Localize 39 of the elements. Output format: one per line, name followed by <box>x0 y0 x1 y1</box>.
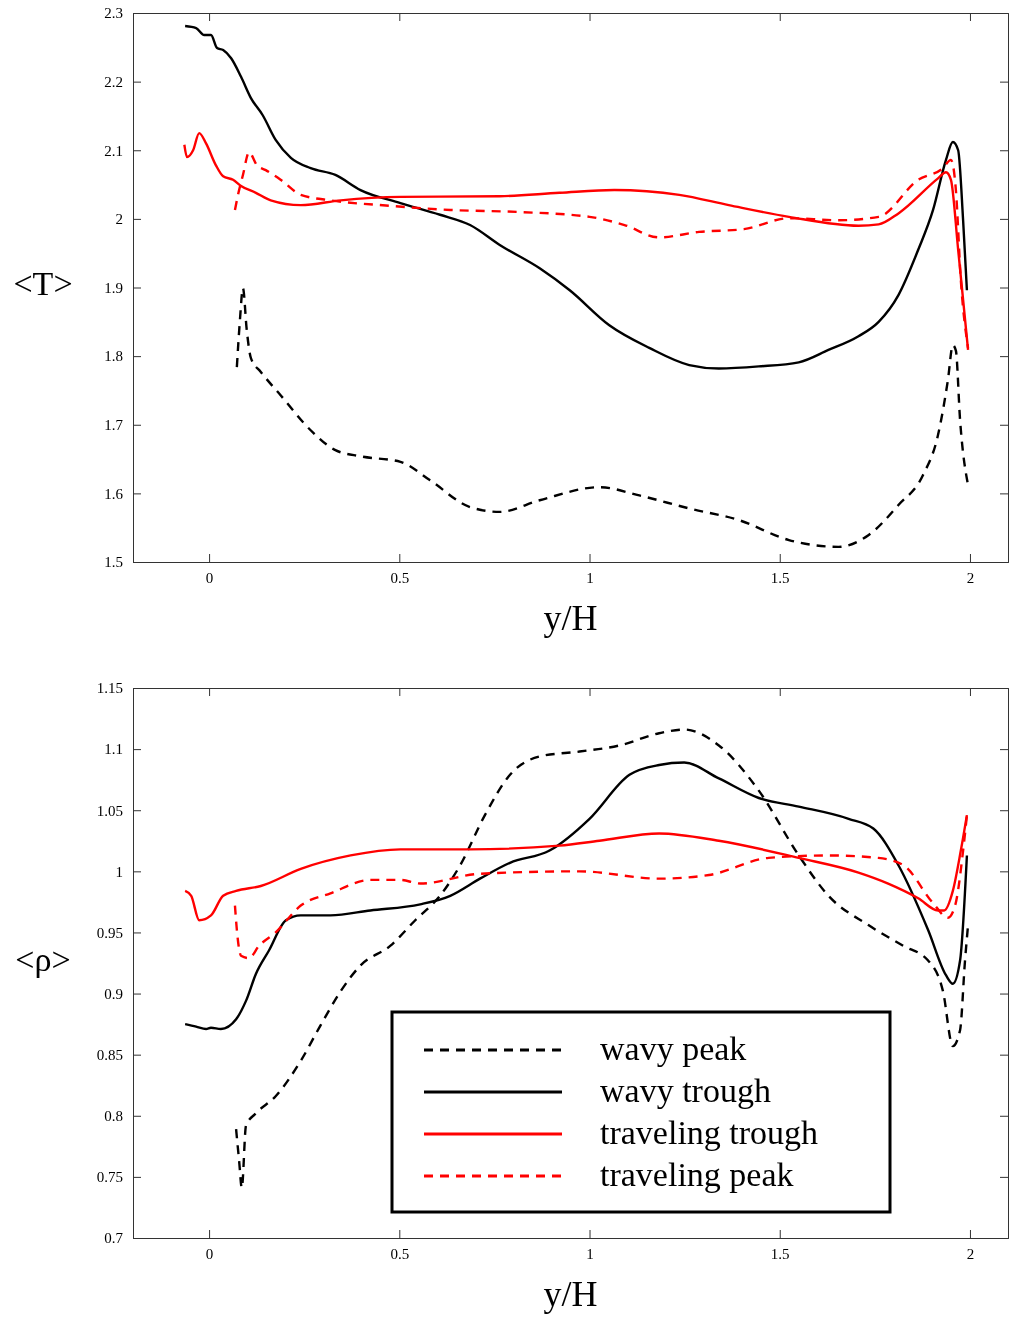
y-tick-label: 2.2 <box>104 73 123 90</box>
x-axis-title: y/H <box>543 1274 598 1314</box>
legend-label: wavy trough <box>600 1072 771 1109</box>
x-tick-label: 2 <box>966 569 975 586</box>
y-tick-label: 0.8 <box>104 1108 123 1125</box>
y-tick-label: 0.95 <box>96 924 123 941</box>
y-tick-label: 2 <box>115 211 123 228</box>
y-tick-label: 1.1 <box>104 741 123 758</box>
x-tick-label: 1 <box>586 1245 594 1262</box>
line-series <box>235 286 970 549</box>
y-tick-label: 2.1 <box>104 142 123 159</box>
y-tick-label: 1.8 <box>104 348 123 365</box>
y-tick-label: 1.5 <box>104 554 123 571</box>
legend-label: traveling trough <box>600 1114 819 1151</box>
y-tick-label: 0.75 <box>96 1169 123 1186</box>
y-tick-label: 0.9 <box>104 985 123 1002</box>
y-tick-label: 2.3 <box>104 5 123 22</box>
y-tick-label: 1 <box>115 863 123 880</box>
x-axis-title: y/H <box>543 598 598 638</box>
line-series <box>183 24 969 370</box>
x-tick-label: 2 <box>966 1245 975 1262</box>
y-axis-title: <T> <box>13 265 73 303</box>
y-tick-label: 0.85 <box>96 1046 123 1063</box>
legend-label: traveling peak <box>600 1156 794 1193</box>
x-tick-label: 0 <box>205 569 214 586</box>
y-tick-label: 1.7 <box>104 417 124 434</box>
y-tick-label: 1.6 <box>104 485 124 502</box>
y-tick-label: 0.7 <box>104 1230 124 1247</box>
y-tick-label: 1.15 <box>96 680 123 697</box>
legend-label: wavy peak <box>600 1030 747 1067</box>
x-tick-label: 1 <box>586 569 594 586</box>
x-tick-label: 0 <box>205 1245 214 1262</box>
x-tick-label: 1.5 <box>770 569 790 586</box>
y-axis-title: <ρ> <box>15 940 71 978</box>
x-tick-label: 0.5 <box>390 569 410 586</box>
x-tick-label: 0.5 <box>390 1245 410 1262</box>
y-tick-label: 1.05 <box>96 802 123 819</box>
y-tick-label: 1.9 <box>104 279 123 296</box>
x-tick-label: 1.5 <box>770 1245 790 1262</box>
